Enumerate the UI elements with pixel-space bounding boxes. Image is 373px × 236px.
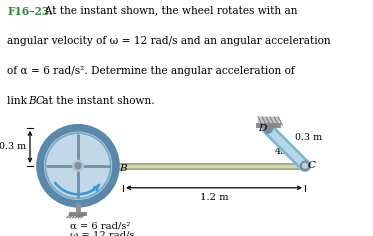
Text: B: B [119,164,126,173]
Circle shape [72,160,84,171]
Text: BC: BC [28,96,44,105]
Text: At the instant shown, the wheel rotates with an: At the instant shown, the wheel rotates … [38,6,297,16]
Text: at the instant shown.: at the instant shown. [39,96,154,105]
Text: angular velocity of ω = 12 rad/s and an angular acceleration: angular velocity of ω = 12 rad/s and an … [7,36,331,46]
Text: 0.3 m: 0.3 m [295,133,322,142]
Text: F16–23.: F16–23. [7,6,53,17]
Circle shape [301,161,310,170]
Bar [258,117,278,125]
Text: α = 6 rad/s²: α = 6 rad/s² [70,222,131,231]
Circle shape [264,125,272,133]
Text: C: C [308,161,316,170]
Circle shape [75,163,81,169]
Text: link: link [7,96,31,105]
Text: D: D [258,124,267,133]
Circle shape [303,163,307,168]
Text: 45°: 45° [275,147,292,156]
Text: 0.3 m: 0.3 m [0,142,26,151]
Circle shape [40,128,116,204]
Text: 1.2 m: 1.2 m [200,193,228,202]
Text: ω = 12 rad/s: ω = 12 rad/s [70,231,135,236]
Text: of α = 6 rad/s². Determine the angular acceleration of: of α = 6 rad/s². Determine the angular a… [7,66,295,76]
